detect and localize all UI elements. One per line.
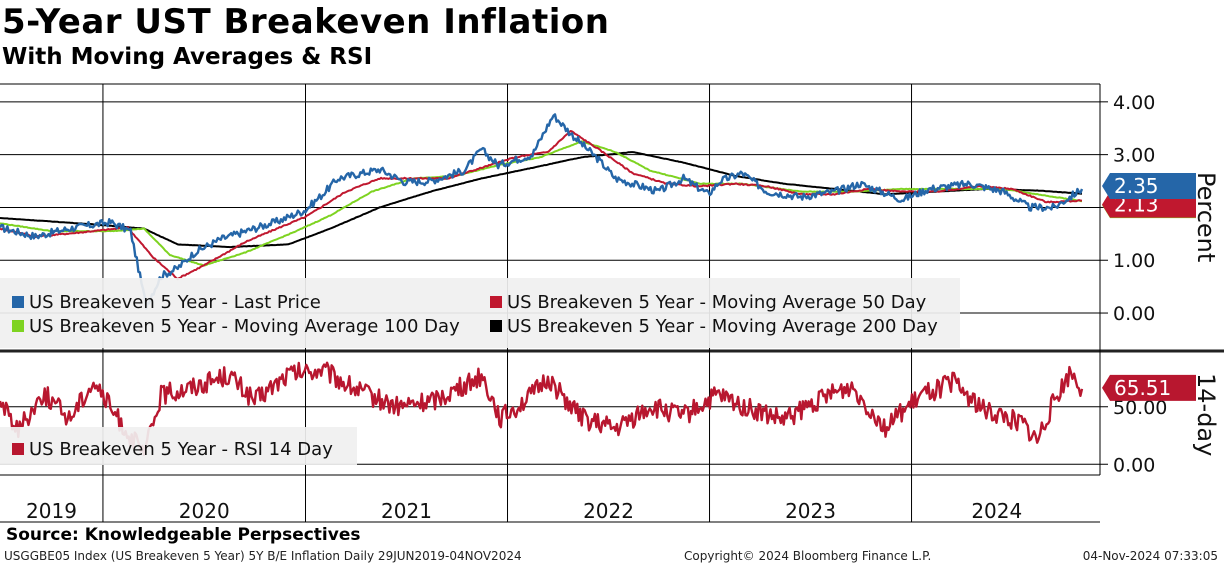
chart-subtitle: With Moving Averages & RSI (2, 44, 373, 70)
legend-label-ma50: US Breakeven 5 Year - Moving Average 50 … (507, 292, 927, 313)
legend-label-ma100: US Breakeven 5 Year - Moving Average 100… (29, 316, 460, 337)
price-axis-title: Percent (1192, 172, 1220, 262)
series-line-ma50 (0, 130, 1083, 281)
chart-title: 5-Year UST Breakeven Inflation (2, 2, 610, 42)
series-line-ma100 (0, 140, 1082, 267)
year-label-2021: 2021 (381, 499, 432, 523)
price-legend-box (0, 278, 960, 348)
value-tag-last-price: 2.35 (1102, 172, 1196, 199)
series-line-ma200 (0, 151, 1083, 249)
price-legend: US Breakeven 5 Year - Last Price US Break… (0, 278, 960, 348)
legend-label-last_price: US Breakeven 5 Year - Last Price (29, 292, 321, 313)
footer-index-info: USGGBE05 Index (US Breakeven 5 Year) 5Y … (4, 549, 522, 563)
price-tick-label: 1.00 (1113, 250, 1155, 272)
legend-swatch-ma200 (490, 320, 502, 332)
legend-swatch-ma100 (12, 320, 24, 332)
source-note: Source: Knowledgeable Perpsectives (6, 525, 361, 545)
footer-copyright: Copyright© 2024 Bloomberg Finance L.P. (684, 549, 932, 563)
value-tag-last-price-label: 2.35 (1114, 174, 1159, 198)
rsi-tick-label: 0.00 (1113, 454, 1155, 476)
legend-swatch-rsi (12, 443, 24, 455)
rsi-tick-label: 50.00 (1113, 397, 1167, 419)
price-tick-label: 4.00 (1113, 92, 1155, 114)
footer-timestamp: 04-Nov-2024 07:33:05 (1082, 549, 1218, 563)
rsi-legend: US Breakeven 5 Year - RSI 14 Day (0, 427, 357, 465)
year-label-2022: 2022 (583, 499, 634, 523)
rsi-axis-title: 14-day (1192, 373, 1220, 456)
legend-label-ma200: US Breakeven 5 Year - Moving Average 200… (507, 316, 938, 337)
rsi-legend-box (0, 427, 357, 465)
series-line-last_price (0, 113, 1084, 310)
value-tag-rsi-label: 65.51 (1114, 376, 1171, 400)
price-tick-label: 3.00 (1113, 145, 1155, 167)
value-tag-last-price-shape (1102, 172, 1196, 199)
legend-swatch-last_price (12, 296, 24, 308)
year-label-2019: 2019 (26, 499, 77, 523)
year-label-2024: 2024 (971, 499, 1022, 523)
year-label-2020: 2020 (179, 499, 230, 523)
value-tag-rsi: 65.51 (1102, 374, 1196, 401)
price-tick-label: 0.00 (1113, 303, 1155, 325)
series-line-rsi (0, 361, 1084, 457)
year-label-2023: 2023 (785, 499, 836, 523)
legend-label-rsi: US Breakeven 5 Year - RSI 14 Day (29, 439, 333, 460)
legend-swatch-ma50 (490, 296, 502, 308)
value-tag-rsi-shape (1102, 374, 1196, 401)
